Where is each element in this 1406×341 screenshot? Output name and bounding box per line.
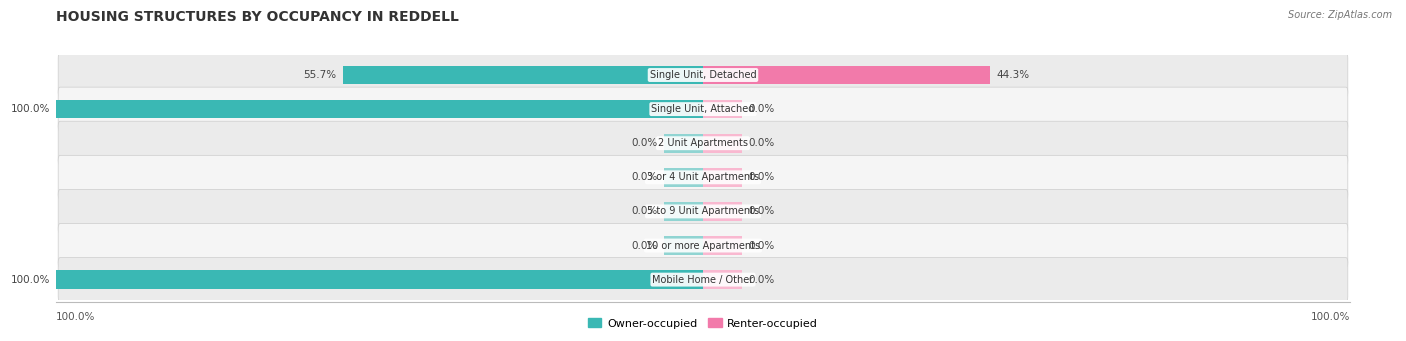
Text: Single Unit, Attached: Single Unit, Attached [651, 104, 755, 114]
Bar [56, 100, 703, 119]
Bar [703, 66, 990, 85]
Text: 0.0%: 0.0% [748, 206, 775, 217]
Text: 3 or 4 Unit Apartments: 3 or 4 Unit Apartments [647, 172, 759, 182]
FancyBboxPatch shape [58, 224, 1348, 267]
Text: 0.0%: 0.0% [748, 172, 775, 182]
Text: 5 to 9 Unit Apartments: 5 to 9 Unit Apartments [647, 206, 759, 217]
Text: 0.0%: 0.0% [631, 206, 658, 217]
Text: 100.0%: 100.0% [56, 312, 96, 322]
Text: 100.0%: 100.0% [10, 275, 49, 285]
Text: 0.0%: 0.0% [631, 138, 658, 148]
Bar [664, 168, 703, 187]
Text: 44.3%: 44.3% [995, 70, 1029, 80]
Text: 0.0%: 0.0% [748, 104, 775, 114]
FancyBboxPatch shape [58, 258, 1348, 302]
Bar [703, 100, 742, 119]
Bar [664, 202, 703, 221]
Text: 0.0%: 0.0% [748, 240, 775, 251]
Bar [703, 270, 742, 289]
Text: 100.0%: 100.0% [10, 104, 49, 114]
Bar [664, 236, 703, 255]
Text: 0.0%: 0.0% [631, 172, 658, 182]
Text: HOUSING STRUCTURES BY OCCUPANCY IN REDDELL: HOUSING STRUCTURES BY OCCUPANCY IN REDDE… [56, 10, 460, 24]
Bar [343, 66, 703, 85]
FancyBboxPatch shape [58, 53, 1348, 97]
Text: 0.0%: 0.0% [748, 138, 775, 148]
Text: Single Unit, Detached: Single Unit, Detached [650, 70, 756, 80]
Text: 100.0%: 100.0% [1310, 312, 1350, 322]
Text: 55.7%: 55.7% [304, 70, 336, 80]
Bar [703, 134, 742, 153]
Text: 0.0%: 0.0% [631, 240, 658, 251]
FancyBboxPatch shape [58, 190, 1348, 233]
Bar [56, 270, 703, 289]
Bar [703, 236, 742, 255]
Bar [703, 168, 742, 187]
Legend: Owner-occupied, Renter-occupied: Owner-occupied, Renter-occupied [588, 318, 818, 329]
Text: Source: ZipAtlas.com: Source: ZipAtlas.com [1288, 10, 1392, 20]
Text: 0.0%: 0.0% [748, 275, 775, 285]
FancyBboxPatch shape [58, 121, 1348, 165]
Text: Mobile Home / Other: Mobile Home / Other [652, 275, 754, 285]
Text: 10 or more Apartments: 10 or more Apartments [645, 240, 761, 251]
FancyBboxPatch shape [58, 87, 1348, 131]
FancyBboxPatch shape [58, 155, 1348, 199]
Bar [703, 202, 742, 221]
Text: 2 Unit Apartments: 2 Unit Apartments [658, 138, 748, 148]
Bar [664, 134, 703, 153]
